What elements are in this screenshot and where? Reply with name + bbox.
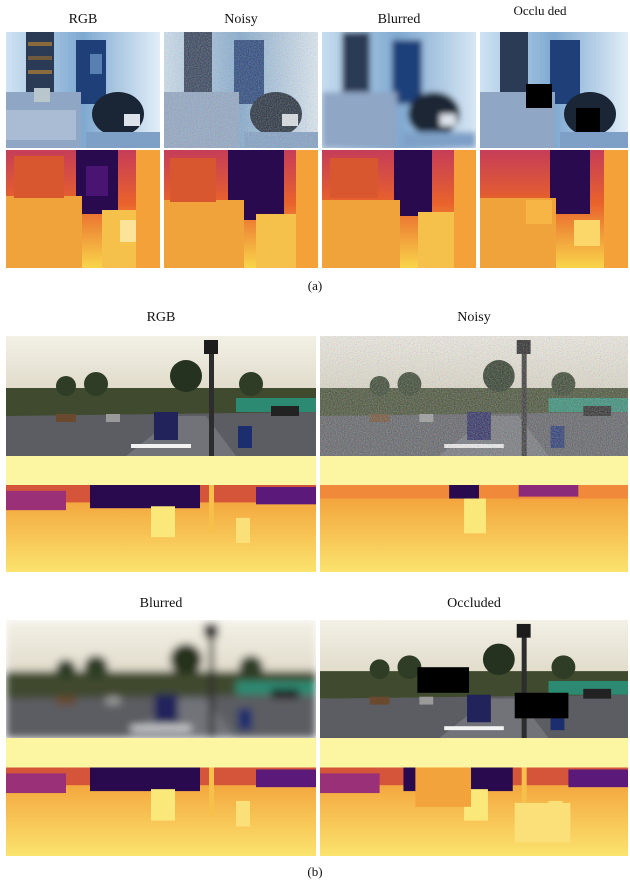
indoor-noisy-depth [164,150,318,268]
street-noisy-depth [320,456,628,572]
col-label-noisy: Noisy [224,12,258,27]
col-label-rgb: RGB [68,12,98,27]
street-noisy-image [320,336,628,456]
b-label-rgb: RGB [146,310,176,325]
indoor-occluded-image [480,32,628,148]
figure-b-caption: (b) [307,864,323,879]
street-rgb-image [6,336,316,456]
indoor-occluded-depth [480,150,628,268]
street-blurred-depth [6,738,316,856]
indoor-blurred-image [322,32,476,148]
b-label-blurred: Blurred [139,596,183,611]
figure-a-caption: (a) [307,278,323,293]
street-blurred-image [6,620,316,738]
indoor-rgb-depth [6,150,160,268]
b-label-noisy: Noisy [457,310,491,325]
col-label-blurred: Blurred [377,12,421,27]
street-occluded-depth [320,738,628,856]
b-label-occluded: Occluded [447,596,501,611]
indoor-rgb-image [6,32,160,148]
col-label-occluded: Occlu ded [513,4,567,18]
indoor-noisy-image [164,32,318,148]
street-rgb-depth [6,456,316,572]
street-occluded-image [320,620,628,738]
indoor-blurred-depth [322,150,476,268]
